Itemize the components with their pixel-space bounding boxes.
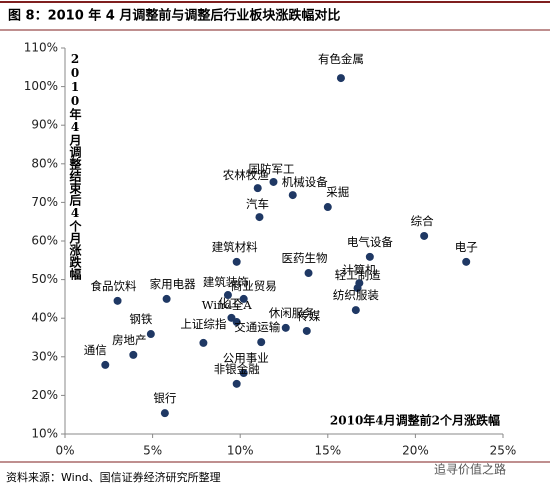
point-label: 休闲服务 — [269, 306, 315, 320]
point — [253, 184, 262, 193]
point — [101, 360, 110, 369]
point-label: 钢铁 — [129, 312, 152, 326]
y-axis-title: 2010年4月调整结束后4个月涨跌幅 — [68, 52, 82, 281]
y-tick-label: 70% — [31, 195, 58, 209]
point-label: 轻工制造 — [335, 268, 381, 282]
point — [336, 74, 345, 83]
point — [281, 323, 290, 332]
source: 资料来源：Wind、国信证券经济研究所整理 — [6, 470, 221, 484]
y-tick-label: 80% — [31, 156, 58, 170]
point-label: 银行 — [153, 391, 176, 405]
point — [129, 350, 138, 359]
point — [302, 326, 311, 335]
x-tick-label: 25% — [490, 444, 517, 458]
x-tick-label: 0% — [55, 444, 74, 458]
point-label: 电气设备 — [347, 235, 393, 249]
y-tick-label: 10% — [31, 427, 58, 441]
point-label: 农林牧渔 — [223, 168, 269, 182]
x-tick-label: 15% — [314, 444, 341, 458]
chart-title: 图 8：2010 年 4 月调整前与调整后行业板块涨跌幅对比 — [8, 8, 340, 24]
y-tick-label: 30% — [31, 349, 58, 363]
point-label: 采掘 — [326, 185, 349, 199]
point-label: 传媒 — [297, 309, 320, 323]
point — [113, 296, 122, 305]
point-label: 汽车 — [246, 197, 269, 211]
point-label: 非银金融 — [214, 362, 260, 376]
point — [239, 294, 248, 303]
point — [462, 257, 471, 266]
point-label: 公用事业 — [223, 351, 269, 365]
point-label: 房地产 — [112, 333, 147, 347]
point-label: 化工 — [218, 296, 241, 310]
y-tick-label: 100% — [24, 79, 58, 93]
point — [223, 291, 232, 300]
y-tick-label: 50% — [31, 272, 58, 286]
point-label: 建筑装饰 — [203, 275, 249, 289]
point-label: Wind全A — [202, 298, 253, 312]
y-tick-label: 90% — [31, 118, 58, 132]
point-label: 通信 — [84, 343, 107, 357]
point — [257, 338, 266, 347]
point-label: 综合 — [411, 214, 434, 228]
point — [288, 191, 297, 200]
point — [269, 177, 278, 186]
point-label: 纺织服装 — [333, 288, 379, 302]
point — [162, 294, 171, 303]
point — [420, 231, 429, 240]
point-label: 商业贸易 — [231, 279, 277, 293]
point — [160, 409, 169, 418]
point — [146, 330, 155, 339]
point-label: 机械设备 — [282, 175, 328, 189]
point — [351, 306, 360, 315]
x-tick-label: 5% — [143, 444, 162, 458]
point-label: 食品饮料 — [91, 279, 137, 293]
point — [323, 203, 332, 212]
x-axis-title: 2010年4月调整前2个月涨跌幅 — [330, 413, 500, 428]
point-label: 上证综指 — [180, 317, 226, 331]
point — [353, 284, 362, 293]
y-tick-label: 110% — [24, 41, 58, 55]
point-label: 建筑材料 — [212, 240, 258, 254]
point — [232, 257, 241, 266]
point — [232, 379, 241, 388]
point — [239, 369, 248, 378]
point-label: 家用电器 — [150, 277, 196, 291]
y-tick-label: 60% — [31, 234, 58, 248]
point-label: 交通运输 — [234, 320, 280, 334]
point-label: 医药生物 — [282, 251, 328, 265]
watermark: 追寻价值之路 — [434, 462, 506, 477]
y-tick-label: 40% — [31, 311, 58, 325]
point-label: 有色金属 — [318, 52, 364, 66]
point — [199, 338, 208, 347]
x-tick-label: 10% — [227, 444, 254, 458]
point — [365, 252, 374, 261]
x-tick-label: 20% — [402, 444, 429, 458]
y-tick-label: 20% — [31, 388, 58, 402]
point-label: 电子 — [455, 240, 478, 254]
point-label: 计算机 — [342, 263, 377, 277]
point-label: 国防军工 — [248, 162, 294, 176]
point — [232, 318, 241, 327]
point — [304, 269, 313, 278]
point — [255, 213, 264, 222]
